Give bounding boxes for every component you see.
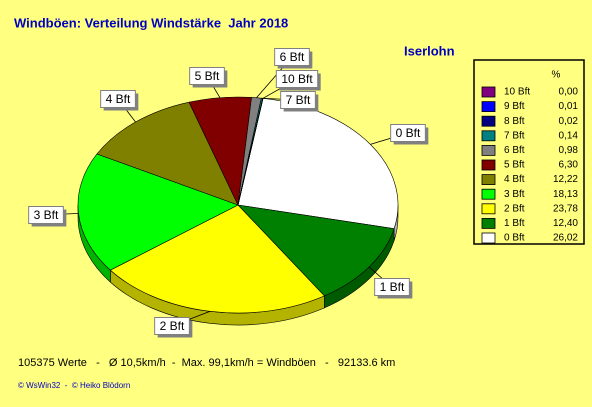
chart-title: Windböen: Verteilung Windstärke Jahr 201… <box>14 15 288 30</box>
callout: 5 Bft <box>189 67 228 88</box>
legend-value: 0,01 <box>559 101 579 112</box>
legend-label: 1 Bft <box>504 218 525 229</box>
slice <box>77 153 239 271</box>
legend-label: 3 Bft <box>504 189 525 200</box>
callout: 2 Bft <box>154 317 193 338</box>
slice <box>109 204 325 314</box>
callout-label: 1 Bft <box>380 280 405 294</box>
callout-box <box>189 67 225 85</box>
credits: © WsWin32 - © Heiko Blödorn <box>18 381 130 390</box>
callout-box <box>154 317 190 335</box>
legend-label: 5 Bft <box>504 160 525 171</box>
legend-value: 26,02 <box>553 233 578 244</box>
pie-top <box>77 96 399 314</box>
callout-label: 10 Bft <box>281 72 313 86</box>
chart-subtitle: Iserlohn <box>404 43 455 58</box>
legend-value: 23,78 <box>553 203 578 214</box>
callout-box <box>390 124 426 142</box>
callout: 7 Bft <box>280 91 319 112</box>
slice <box>96 101 239 206</box>
legend-value: 12,22 <box>553 174 578 185</box>
callout-label: 4 Bft <box>106 92 131 106</box>
callout-box <box>275 70 319 88</box>
callout-box <box>100 90 136 108</box>
legend-label: 0 Bft <box>504 233 525 244</box>
callout-label: 0 Bft <box>396 126 421 140</box>
legend-swatch <box>481 144 496 156</box>
legend-label: 10 Bft <box>504 87 530 98</box>
callout-label: 6 Bft <box>280 50 305 64</box>
slice <box>237 204 395 297</box>
legend-swatch <box>481 217 496 229</box>
callout-label: 3 Bft <box>34 208 59 222</box>
legend-value: 6,30 <box>559 160 579 171</box>
legend-swatch <box>481 232 496 244</box>
legend-label: 6 Bft <box>504 145 525 156</box>
callout-box <box>374 278 410 296</box>
legend-swatch <box>481 188 496 200</box>
legend-value: 18,13 <box>553 189 578 200</box>
legend-label: 4 Bft <box>504 174 525 185</box>
callout-box <box>280 91 316 109</box>
legend-value: 0,98 <box>559 145 579 156</box>
callout-box <box>274 48 310 66</box>
callout: 6 Bft <box>274 48 313 69</box>
callout-label: 2 Bft <box>160 319 185 333</box>
callout-box <box>28 206 64 224</box>
legend-value: 0,14 <box>559 130 579 141</box>
callout-label: 7 Bft <box>286 93 311 107</box>
callout: 4 Bft <box>100 90 139 111</box>
legend-swatch <box>481 159 496 171</box>
legend-swatch <box>481 115 496 127</box>
legend-swatch <box>481 86 496 98</box>
legend-box <box>473 59 585 245</box>
legend-label: 2 Bft <box>504 203 525 214</box>
legend-swatch <box>481 101 496 112</box>
footer: 105375 Werte - Ø 10,5km/h - Max. 99,1km/… <box>18 357 395 369</box>
legend-label: 9 Bft <box>504 101 525 112</box>
callout: 3 Bft <box>28 206 67 227</box>
callout: 10 Bft <box>275 70 321 91</box>
legend-swatch <box>481 203 496 215</box>
legend-value: 0,00 <box>559 87 579 98</box>
legend-value: 12,40 <box>553 218 578 229</box>
callout: 0 Bft <box>390 124 429 145</box>
legend-label: 8 Bft <box>504 116 525 127</box>
legend-swatch <box>481 174 496 186</box>
legend-header: % <box>552 70 561 81</box>
callout: 1 Bft <box>374 278 413 299</box>
legend-swatch <box>481 130 496 142</box>
callout-label: 5 Bft <box>195 69 220 83</box>
legend-value: 0,02 <box>559 116 579 127</box>
legend-label: 7 Bft <box>504 130 525 141</box>
